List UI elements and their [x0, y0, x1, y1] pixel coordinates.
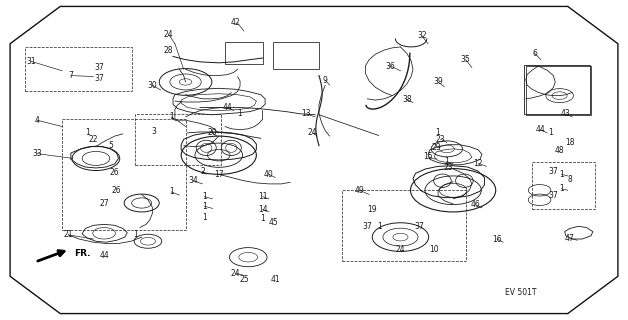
Text: 8: 8 [567, 175, 572, 184]
Text: 24: 24 [231, 268, 241, 278]
Text: 37: 37 [548, 190, 558, 200]
Text: 36: 36 [386, 61, 395, 70]
Text: 23: 23 [436, 135, 445, 144]
Text: 13: 13 [301, 109, 311, 118]
Text: 1: 1 [202, 202, 207, 211]
Text: 24: 24 [308, 128, 318, 137]
Bar [225, 42, 263, 64]
Text: 40: 40 [264, 170, 274, 179]
Text: 38: 38 [402, 95, 411, 104]
Text: 42: 42 [231, 19, 241, 28]
Text: 33: 33 [32, 149, 42, 158]
Text: 44: 44 [536, 125, 546, 134]
Text: 30: 30 [148, 81, 157, 90]
Text: 1: 1 [377, 222, 382, 231]
Text: EV 501T: EV 501T [505, 288, 536, 297]
Text: 20: 20 [208, 128, 217, 137]
Text: 9: 9 [323, 76, 328, 85]
Text: 2: 2 [200, 167, 205, 176]
Text: 6: 6 [532, 49, 537, 58]
Text: 27: 27 [99, 198, 109, 207]
Text: 44: 44 [223, 103, 232, 112]
Text: 1: 1 [202, 213, 207, 222]
Bar [532, 162, 595, 209]
Text: 11: 11 [258, 192, 268, 201]
Bar [273, 42, 319, 69]
Text: 1: 1 [260, 214, 265, 223]
Text: 32: 32 [417, 31, 426, 40]
Text: 37: 37 [362, 222, 372, 231]
Text: 45: 45 [268, 218, 278, 227]
Text: 49: 49 [354, 186, 364, 195]
Text: 23: 23 [444, 164, 453, 172]
Text: 15: 15 [423, 152, 433, 161]
Text: 19: 19 [367, 205, 376, 214]
Text: 37: 37 [95, 74, 105, 83]
Text: 29: 29 [431, 143, 441, 152]
Bar [524, 65, 590, 114]
Text: 1: 1 [445, 157, 449, 166]
Text: 25: 25 [239, 275, 249, 284]
Text: 24: 24 [396, 245, 405, 254]
Text: 24: 24 [164, 30, 173, 39]
Text: 43: 43 [561, 109, 571, 118]
Text: 1: 1 [436, 128, 440, 137]
Bar [342, 190, 465, 261]
Text: 18: 18 [565, 138, 575, 147]
Text: 14: 14 [258, 205, 268, 214]
Text: 22: 22 [89, 135, 98, 144]
Bar [62, 119, 185, 230]
Text: 4: 4 [35, 116, 40, 125]
Text: 1: 1 [133, 230, 138, 239]
Text: 26: 26 [110, 168, 119, 177]
Text: 1: 1 [202, 192, 207, 201]
Text: 41: 41 [270, 275, 280, 284]
Text: 46: 46 [471, 200, 480, 209]
Text: 7: 7 [68, 71, 73, 80]
Bar [136, 114, 221, 165]
Text: 16: 16 [492, 235, 502, 244]
Text: 37: 37 [548, 167, 558, 176]
Text: 1: 1 [559, 184, 564, 193]
Text: 39: 39 [433, 77, 443, 86]
Text: 17: 17 [214, 170, 224, 179]
Text: 1: 1 [169, 188, 173, 196]
Text: 12: 12 [474, 159, 483, 168]
Text: 1: 1 [169, 113, 173, 122]
Text: 1: 1 [559, 170, 564, 179]
Text: 3: 3 [152, 127, 156, 136]
Text: 1: 1 [85, 128, 90, 137]
Text: 37: 37 [414, 222, 424, 231]
Text: 37: 37 [95, 63, 105, 72]
Text: 28: 28 [164, 45, 173, 55]
Text: 31: 31 [26, 57, 36, 66]
Text: 34: 34 [189, 176, 198, 185]
Text: 21: 21 [63, 230, 73, 239]
Text: 1: 1 [237, 109, 242, 118]
Text: 35: 35 [461, 55, 470, 64]
Text: FR.: FR. [74, 249, 90, 258]
Text: 48: 48 [555, 146, 565, 155]
Text: 5: 5 [108, 141, 113, 150]
Bar [526, 66, 591, 116]
Text: 44: 44 [99, 251, 109, 260]
Text: 1: 1 [548, 128, 553, 137]
Text: 47: 47 [565, 234, 575, 243]
Bar [24, 47, 133, 92]
Text: 10: 10 [430, 245, 439, 254]
Text: 26: 26 [112, 186, 121, 195]
